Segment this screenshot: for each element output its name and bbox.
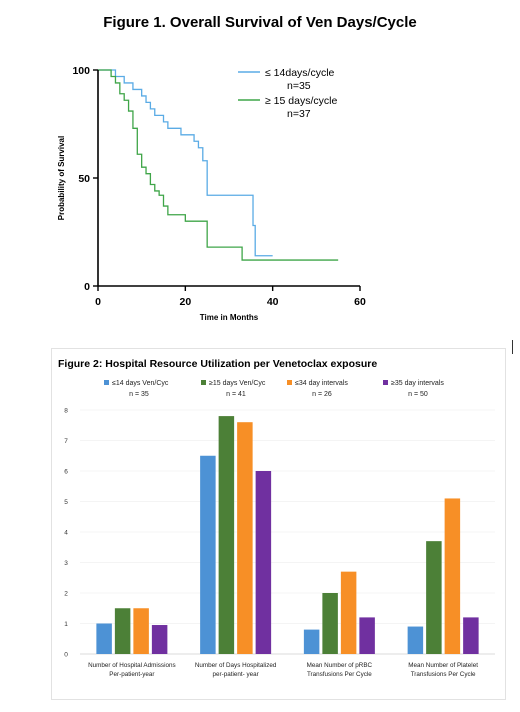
figure1-x-tick-label: 0	[95, 296, 101, 308]
survival-curve-le14	[98, 69, 273, 257]
figure1-survival-chart: 0 20 40 60 0 50 100 Time in Months Probability…	[57, 65, 366, 322]
figure1-x-tick-label: 40	[267, 296, 279, 308]
legend-label-le14: ≤ 14days/cycle	[265, 67, 335, 79]
figure2-frame	[51, 348, 506, 700]
figure1-title: Figure 1. Overall Survival of Ven Days/C…	[103, 14, 417, 31]
legend-label-ge15: ≥ 15 days/cycle	[265, 95, 337, 107]
figure2-title: Figure 2: Hospital Resource Utilization …	[58, 358, 378, 370]
figure1-y-tick-label: 100	[72, 65, 90, 77]
legend-n-ge15: n=37	[287, 108, 311, 120]
figure1-x-axis-label: Time in Months	[200, 313, 259, 322]
figure1-x-tick-label: 20	[179, 296, 191, 308]
figure1-y-tick-label: 0	[84, 281, 90, 293]
legend-n-le14: n=35	[287, 80, 311, 92]
text-cursor	[512, 340, 513, 354]
survival-curve-ge15	[98, 69, 339, 261]
figure1-x-tick-label: 60	[354, 296, 366, 308]
figure1-y-axis-label: Probability of Survival	[57, 136, 66, 220]
figure1-y-tick-label: 50	[78, 173, 90, 185]
